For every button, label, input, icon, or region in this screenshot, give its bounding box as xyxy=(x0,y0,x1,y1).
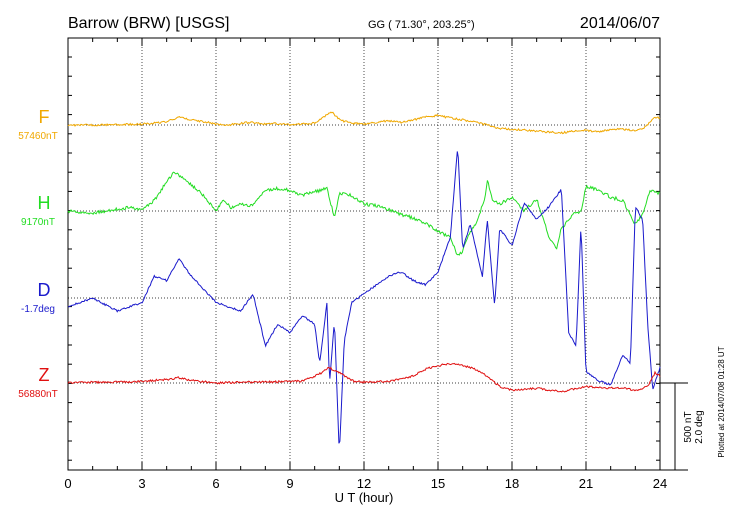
series-baseline-value-Z: 56880nT xyxy=(18,389,57,400)
grid-lines xyxy=(68,38,660,470)
series-line-D xyxy=(67,151,661,444)
scale-bar: 500 nT 2.0 deg xyxy=(660,382,705,471)
plotted-at-note: Plotted at 2014/07/08 01:28 UT xyxy=(717,346,726,457)
series-name-D: D xyxy=(38,280,51,300)
axis-ticks xyxy=(67,38,661,470)
x-tick-label-12: 12 xyxy=(357,476,371,491)
series-baseline-value-D: -1.7deg xyxy=(21,304,55,315)
x-tick-label-0: 0 xyxy=(64,476,71,491)
x-tick-label-6: 6 xyxy=(212,476,219,491)
x-tick-label-3: 3 xyxy=(138,476,145,491)
scale-bar-nt: 500 nT xyxy=(683,411,694,442)
series-baseline-value-H: 9170nT xyxy=(21,217,55,228)
x-tick-labels: 0 3 6 9 12 15 18 21 24 xyxy=(64,476,667,491)
series-line-F xyxy=(67,111,661,135)
chart-date: 2014/06/07 xyxy=(580,15,660,32)
station-coords: GG ( 71.30°, 203.25°) xyxy=(368,19,475,31)
x-tick-label-9: 9 xyxy=(286,476,293,491)
series-baseline-value-F: 57460nT xyxy=(18,131,57,142)
x-axis-title: U T (hour) xyxy=(335,490,394,505)
scale-bar-deg: 2.0 deg xyxy=(694,410,705,443)
series-lines xyxy=(67,111,661,444)
series-name-H: H xyxy=(38,193,51,213)
series-name-Z: Z xyxy=(39,365,50,385)
series-line-H xyxy=(67,171,661,256)
x-tick-label-18: 18 xyxy=(505,476,519,491)
series-labels: F 57460nT H 9170nT D -1.7deg Z 56880nT xyxy=(18,107,57,400)
x-tick-label-24: 24 xyxy=(653,476,667,491)
x-tick-label-21: 21 xyxy=(579,476,593,491)
series-line-Z xyxy=(67,362,661,393)
x-tick-label-15: 15 xyxy=(431,476,445,491)
series-name-F: F xyxy=(39,107,50,127)
station-title: Barrow (BRW) [USGS] xyxy=(68,15,230,32)
